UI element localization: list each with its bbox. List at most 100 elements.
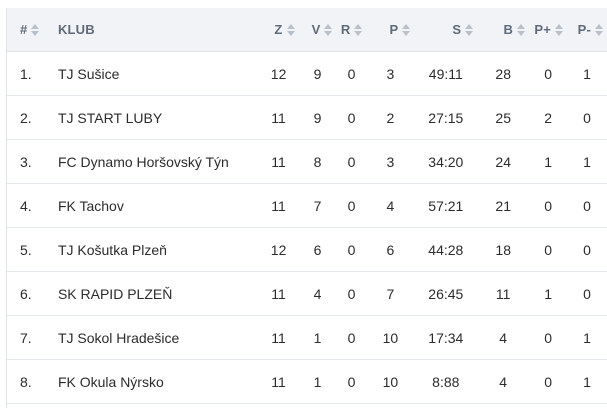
cell-v: 8: [313, 153, 322, 170]
column-header-pplus[interactable]: P+: [529, 8, 567, 51]
column-header-b[interactable]: B: [477, 8, 529, 51]
cell-s: 57:21: [428, 197, 464, 214]
table-row[interactable]: 5. TJ Košutka Plzeň 12 6 0 6 44:28 18 0 0: [7, 228, 607, 272]
cell-pplus: 0: [544, 329, 553, 346]
cell-b: 4: [499, 373, 508, 390]
cell-p: 7: [386, 285, 395, 302]
column-header-v[interactable]: V: [299, 8, 337, 51]
cell-club: TJ Sokol Hradešice: [57, 329, 180, 346]
column-header-label: P: [389, 22, 399, 37]
cell-v: 1: [313, 329, 322, 346]
cell-b: 18: [495, 241, 511, 258]
cell-r: 0: [347, 153, 356, 170]
cell-z: 11: [271, 109, 286, 126]
cell-pminus: 1: [583, 329, 591, 346]
table-row[interactable]: 1. TJ Sušice 12 9 0 3 49:11 28 0 1: [7, 52, 607, 96]
column-header-label: S: [452, 22, 462, 37]
cell-v: 7: [313, 197, 322, 214]
sort-icon[interactable]: [31, 23, 40, 37]
cell-z: 12: [270, 65, 287, 82]
column-header-label: KLUB: [57, 22, 95, 37]
sort-icon[interactable]: [465, 23, 474, 37]
cell-club: TJ Košutka Plzeň: [57, 241, 167, 258]
column-header-label: V: [311, 22, 321, 37]
cell-rank: 1.: [20, 65, 32, 82]
cell-v: 9: [313, 109, 322, 126]
cell-z: 11: [271, 373, 286, 390]
table-row[interactable]: 7. TJ Sokol Hradešice 11 1 0 10 17:34 4 0 1: [7, 316, 607, 360]
cell-rank: 3.: [20, 153, 32, 170]
cell-v: 1: [313, 373, 322, 390]
cell-pplus: 0: [544, 373, 553, 390]
cell-z: 11: [271, 197, 286, 214]
cell-club: FK Okula Nýrsko: [57, 373, 164, 390]
column-header-label: #: [20, 22, 28, 37]
cell-pminus: 1: [583, 153, 591, 170]
column-header-pminus[interactable]: P-: [567, 8, 607, 51]
cell-r: 0: [347, 329, 356, 346]
column-header-label: Z: [274, 22, 283, 37]
sort-icon[interactable]: [402, 23, 411, 37]
column-header-s[interactable]: S: [414, 8, 477, 51]
cell-pplus: 0: [544, 241, 553, 258]
cell-p: 3: [386, 153, 395, 170]
cell-pminus: 0: [583, 285, 591, 302]
column-header-z[interactable]: Z: [259, 8, 299, 51]
column-header-club[interactable]: KLUB: [45, 8, 259, 51]
cell-v: 9: [313, 65, 322, 82]
sort-icon[interactable]: [517, 23, 526, 37]
cell-z: 11: [271, 153, 286, 170]
cell-r: 0: [347, 373, 356, 390]
cell-s: 27:15: [428, 109, 464, 126]
column-header-rank[interactable]: #: [7, 8, 45, 51]
sort-icon[interactable]: [324, 23, 333, 37]
column-header-label: B: [503, 22, 514, 37]
sort-icon[interactable]: [555, 23, 564, 37]
cell-p: 4: [386, 197, 395, 214]
cell-v: 4: [313, 285, 322, 302]
cell-pminus: 1: [583, 65, 591, 82]
table-header: # KLUB Z V R P S B P+: [7, 8, 607, 52]
cell-rank: 5.: [20, 241, 32, 258]
column-header-label: P+: [534, 22, 552, 37]
table-row[interactable]: 2. TJ START LUBY 11 9 0 2 27:15 25 2 0: [7, 96, 607, 140]
cell-pminus: 1: [583, 373, 591, 390]
cell-s: 49:11: [428, 65, 463, 82]
cell-s: 26:45: [428, 285, 464, 302]
cell-r: 0: [347, 65, 356, 82]
cell-s: 34:20: [428, 153, 464, 170]
cell-pminus: 0: [583, 109, 591, 126]
cell-r: 0: [347, 197, 356, 214]
cell-b: 28: [495, 65, 511, 82]
cell-pminus: 0: [583, 197, 591, 214]
table-row[interactable]: 8. FK Okula Nýrsko 11 1 0 10 8:88 4 0 1: [7, 360, 607, 404]
cell-z: 12: [270, 241, 287, 258]
cell-rank: 8.: [20, 373, 32, 390]
cell-club: TJ START LUBY: [57, 109, 163, 126]
cell-s: 8:88: [432, 373, 460, 390]
table-row[interactable]: 6. SK RAPID PLZEŇ 11 4 0 7 26:45 11 1 0: [7, 272, 607, 316]
cell-pplus: 0: [544, 197, 553, 214]
column-header-r[interactable]: R: [336, 8, 366, 51]
cell-pminus: 0: [583, 241, 591, 258]
sort-icon[interactable]: [595, 23, 603, 37]
cell-club: FC Dynamo Horšovský Týn: [57, 153, 229, 170]
cell-p: 3: [386, 65, 395, 82]
column-header-label: P-: [577, 22, 591, 37]
cell-pplus: 0: [544, 65, 553, 82]
cell-r: 0: [347, 241, 356, 258]
cell-b: 25: [495, 109, 511, 126]
table-row[interactable]: 3. FC Dynamo Horšovský Týn 11 8 0 3 34:20 24 1 1: [7, 140, 607, 184]
cell-club: TJ Sušice: [57, 65, 120, 82]
column-header-p[interactable]: P: [366, 8, 414, 51]
sort-icon[interactable]: [354, 23, 363, 37]
cell-p: 10: [382, 373, 399, 390]
cell-club: FK Tachov: [57, 197, 124, 214]
cell-v: 6: [313, 241, 322, 258]
cell-z: 11: [271, 329, 286, 346]
cell-s: 44:28: [428, 241, 464, 258]
cell-rank: 6.: [20, 285, 32, 302]
table-row[interactable]: 4. FK Tachov 11 7 0 4 57:21 21 0 0: [7, 184, 607, 228]
cell-pplus: 1: [544, 153, 553, 170]
sort-icon[interactable]: [286, 23, 295, 37]
